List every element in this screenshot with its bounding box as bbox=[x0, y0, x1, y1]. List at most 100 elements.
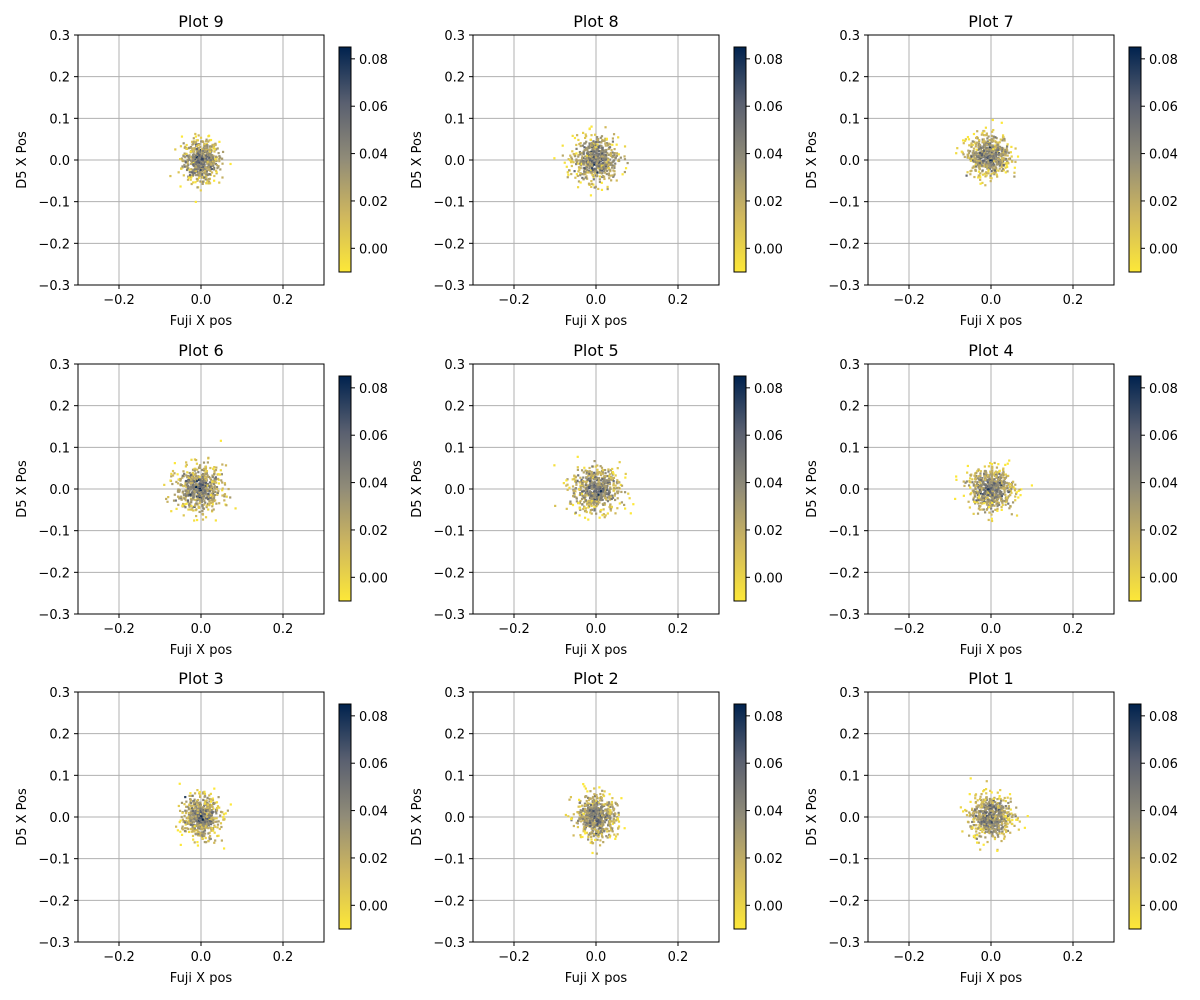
scatter-point bbox=[592, 477, 596, 480]
scatter-point bbox=[992, 160, 996, 163]
scatter-point bbox=[198, 174, 202, 177]
subplot-7: Plot 3−0.2 0.0 0.2−0.3−0.2−0.10.00.10.20.3… bbox=[15, 669, 388, 986]
scatter-point bbox=[1013, 166, 1016, 169]
scatter-point bbox=[603, 161, 606, 164]
scatter-point bbox=[191, 827, 194, 831]
scatter-point bbox=[1000, 159, 1003, 162]
scatter-point bbox=[194, 811, 197, 814]
scatter-point bbox=[177, 171, 180, 174]
scatter-point bbox=[603, 156, 607, 159]
scatter-point bbox=[1003, 479, 1006, 482]
scatter-point bbox=[191, 171, 194, 174]
scatter-point bbox=[593, 819, 596, 822]
scatter-point bbox=[989, 159, 992, 162]
scatter-point bbox=[186, 160, 190, 163]
scatter-point bbox=[565, 507, 568, 510]
scatter-point bbox=[601, 472, 605, 475]
scatter-point bbox=[214, 469, 218, 472]
scatter-point bbox=[1013, 489, 1017, 492]
scatter-point bbox=[201, 151, 205, 155]
scatter-point bbox=[571, 503, 575, 507]
scatter-point bbox=[609, 805, 612, 809]
scatter-point bbox=[603, 496, 607, 499]
scatter-point bbox=[1004, 473, 1007, 476]
scatter-point bbox=[603, 516, 606, 519]
scatter-point bbox=[588, 165, 592, 168]
scatter-point bbox=[194, 170, 197, 173]
scatter-point bbox=[606, 801, 609, 804]
scatter-point bbox=[203, 503, 206, 506]
scatter-point bbox=[197, 489, 200, 492]
scatter-point bbox=[979, 178, 982, 181]
scatter-point bbox=[976, 512, 980, 515]
scatter-point bbox=[584, 824, 587, 827]
scatter-point bbox=[215, 820, 218, 823]
scatter-point bbox=[210, 167, 213, 171]
scatter-point bbox=[593, 141, 596, 144]
scatter-point bbox=[213, 486, 216, 489]
scatter-point bbox=[985, 493, 988, 497]
scatter-point bbox=[198, 491, 201, 494]
scatter-point bbox=[198, 510, 201, 514]
scatter-point bbox=[1004, 171, 1007, 174]
scatter-point bbox=[553, 157, 556, 160]
scatter-point bbox=[198, 818, 202, 821]
scatter-point bbox=[611, 164, 614, 167]
scatter-point bbox=[184, 494, 188, 497]
scatter-point bbox=[602, 513, 605, 516]
scatter-point bbox=[215, 502, 218, 505]
scatter-point bbox=[595, 512, 598, 515]
y-tick-label: 0.1 bbox=[444, 441, 465, 456]
scatter-point bbox=[210, 818, 213, 821]
scatter-point bbox=[172, 499, 176, 502]
scatter-point bbox=[198, 803, 202, 806]
scatter-point bbox=[220, 825, 223, 829]
scatter-point bbox=[206, 179, 209, 183]
scatter-point bbox=[985, 164, 989, 167]
scatter-point bbox=[207, 832, 210, 835]
scatter-point bbox=[603, 494, 606, 497]
scatter-point bbox=[1009, 489, 1013, 493]
scatter-point bbox=[996, 482, 999, 485]
scatter-point bbox=[611, 496, 615, 499]
scatter-point bbox=[208, 182, 212, 185]
scatter-point bbox=[593, 460, 596, 463]
scatter-point bbox=[597, 493, 600, 496]
scatter-point bbox=[618, 159, 621, 163]
scatter-point bbox=[623, 158, 627, 161]
scatter-point bbox=[593, 487, 596, 490]
scatter-point bbox=[579, 142, 582, 145]
scatter-point bbox=[592, 484, 595, 487]
scatter-point bbox=[197, 807, 200, 810]
scatter-point bbox=[600, 181, 603, 184]
scatter-point bbox=[203, 165, 206, 169]
y-tick-label: −0.3 bbox=[433, 279, 465, 294]
scatter-point bbox=[1000, 494, 1003, 498]
scatter-point bbox=[991, 494, 994, 497]
scatter-point bbox=[980, 133, 983, 136]
scatter-point bbox=[188, 168, 191, 171]
scatter-point bbox=[208, 485, 211, 488]
scatter-point bbox=[991, 467, 994, 470]
scatter-point bbox=[600, 493, 603, 496]
scatter-point bbox=[579, 484, 582, 487]
scatter-point bbox=[962, 480, 965, 483]
scatter-point bbox=[572, 494, 575, 498]
scatter-point bbox=[1010, 483, 1013, 487]
scatter-point bbox=[193, 820, 196, 823]
scatter-point bbox=[174, 499, 177, 502]
scatter-point bbox=[554, 504, 557, 508]
scatter-point bbox=[209, 169, 212, 173]
scatter-point bbox=[611, 161, 614, 164]
scatter-point bbox=[610, 179, 613, 182]
scatter-point bbox=[596, 471, 599, 474]
scatter-point bbox=[989, 153, 992, 157]
scatter-point bbox=[588, 160, 592, 163]
scatter-point bbox=[209, 466, 212, 470]
scatter-point bbox=[969, 159, 972, 162]
scatter-point bbox=[993, 169, 997, 172]
scatter-point bbox=[594, 838, 597, 842]
scatter-point bbox=[971, 481, 974, 484]
scatter-point bbox=[998, 160, 1001, 163]
scatter-point bbox=[982, 159, 985, 162]
